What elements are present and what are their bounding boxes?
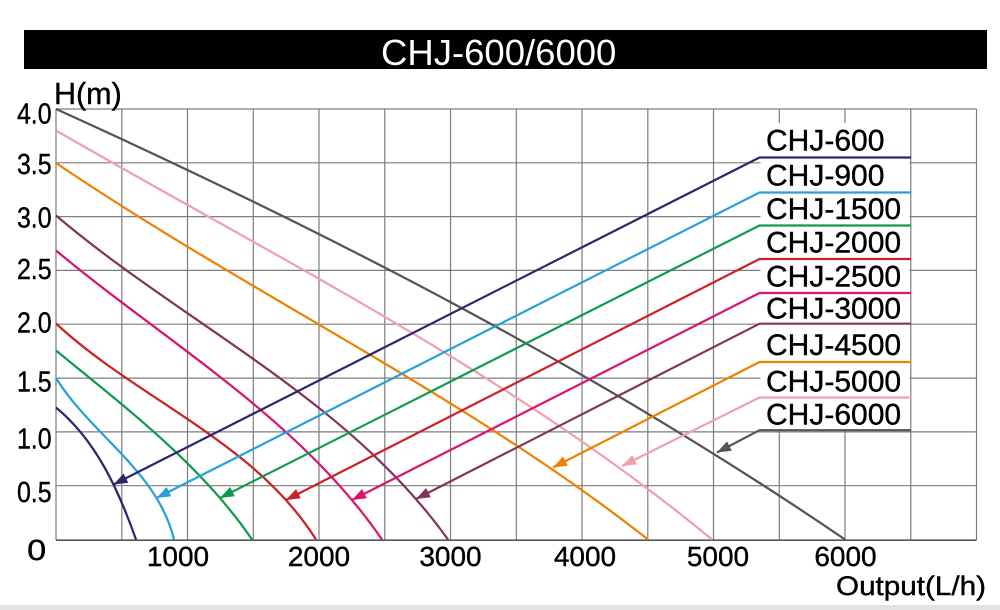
svg-text:CHJ-6000: CHJ-6000 (766, 399, 901, 432)
svg-text:CHJ-3000: CHJ-3000 (766, 293, 901, 326)
svg-text:2.5: 2.5 (17, 253, 52, 285)
svg-text:1.5: 1.5 (17, 366, 52, 398)
svg-text:CHJ-2500: CHJ-2500 (766, 261, 901, 294)
svg-text:3.5: 3.5 (17, 148, 52, 180)
svg-text:5000: 5000 (687, 541, 749, 572)
svg-text:CHJ-900: CHJ-900 (766, 160, 884, 193)
svg-text:0: 0 (27, 534, 46, 567)
svg-text:2.0: 2.0 (17, 307, 52, 339)
svg-text:H(m): H(m) (54, 77, 122, 111)
svg-text:1.0: 1.0 (17, 423, 52, 455)
svg-text:1000: 1000 (147, 541, 209, 572)
svg-text:Output(L/h): Output(L/h) (836, 571, 986, 601)
svg-text:CHJ-4500: CHJ-4500 (766, 329, 901, 362)
svg-text:2000: 2000 (288, 541, 350, 572)
svg-text:CHJ-2000: CHJ-2000 (766, 227, 901, 260)
svg-text:0.5: 0.5 (17, 476, 52, 508)
svg-text:CHJ-600: CHJ-600 (766, 125, 884, 158)
svg-text:3000: 3000 (419, 541, 481, 572)
svg-text:CHJ-5000: CHJ-5000 (766, 366, 901, 399)
svg-text:6000: 6000 (814, 541, 876, 572)
svg-text:4000: 4000 (554, 541, 616, 572)
svg-text:CHJ-1500: CHJ-1500 (766, 193, 901, 226)
svg-text:3.0: 3.0 (17, 202, 52, 234)
svg-text:4.0: 4.0 (17, 98, 52, 130)
